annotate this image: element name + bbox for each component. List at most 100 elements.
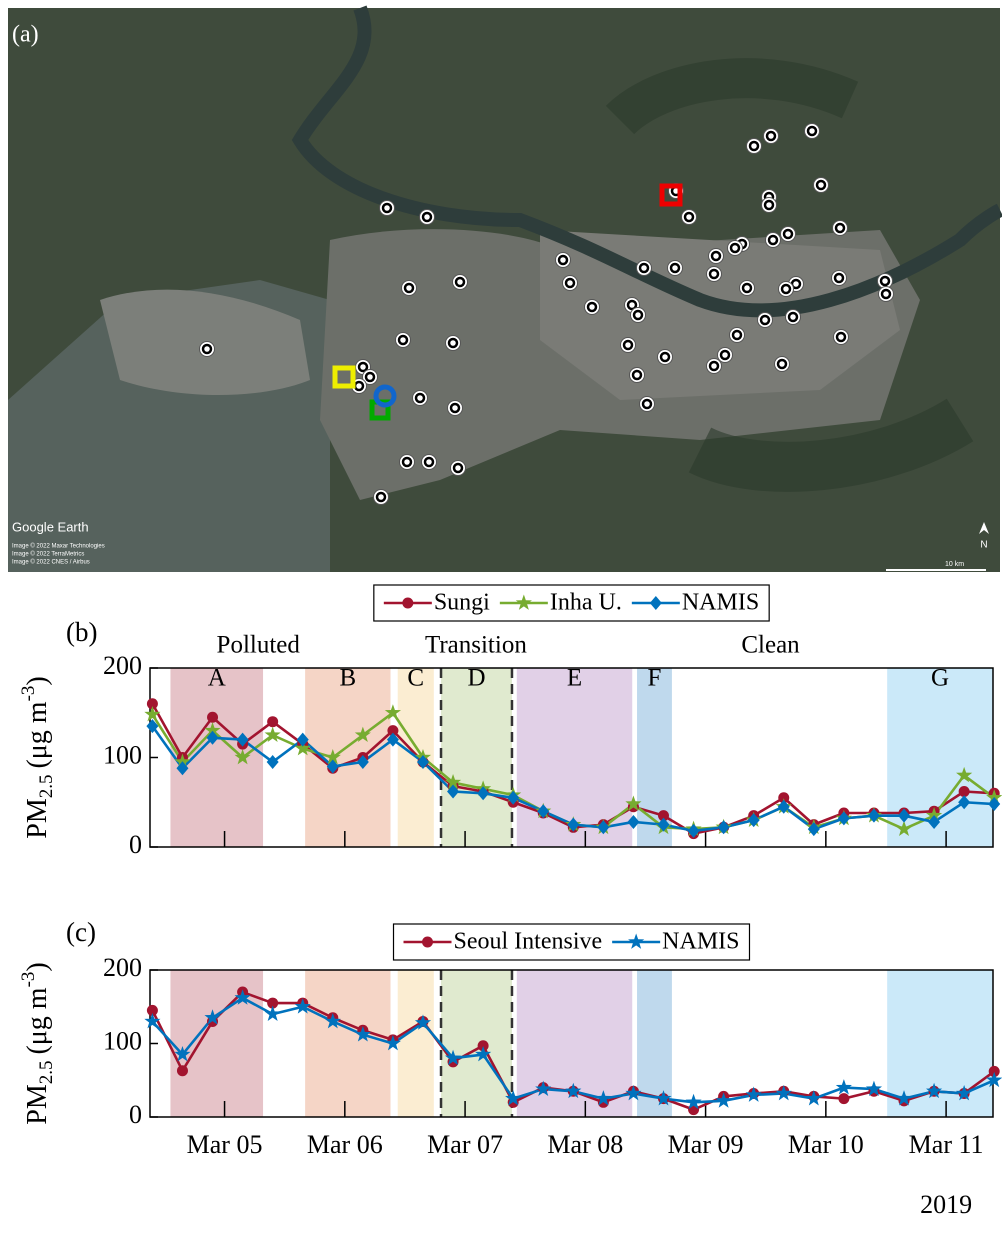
marker <box>265 1006 281 1021</box>
site-marker-ring <box>643 400 651 408</box>
site-marker-ring <box>817 181 825 189</box>
site-marker-ring <box>784 230 792 238</box>
y-tick-label: 0 <box>129 1100 142 1129</box>
y-tick-label: 0 <box>129 830 142 859</box>
scale-bar <box>886 569 986 571</box>
site-marker-ring <box>789 313 797 321</box>
y-axis-label: PM2.5(μg m-3) <box>18 676 57 839</box>
panel-label: (a) <box>12 22 39 48</box>
period-band <box>170 970 263 1117</box>
y-axis-label-part: PM <box>22 1084 53 1125</box>
marker <box>267 755 279 769</box>
site-marker-ring <box>731 244 739 252</box>
y-tick-label: 100 <box>103 1026 142 1055</box>
site-marker-ring <box>355 382 363 390</box>
x-tick-label: Mar 10 <box>788 1130 864 1159</box>
site-marker-ring <box>366 373 374 381</box>
site-marker-ring <box>881 277 889 285</box>
x-tick-label: Mar 05 <box>187 1130 263 1159</box>
year-label: 2019 <box>920 1190 972 1219</box>
site-marker-ring <box>449 339 457 347</box>
legend-label: Sungi <box>434 590 490 616</box>
site-marker-ring <box>671 264 679 272</box>
site-marker-ring <box>710 362 718 370</box>
marker <box>776 1085 792 1100</box>
site-marker-ring <box>359 363 367 371</box>
site-marker-ring <box>835 274 843 282</box>
x-tick-label: Mar 06 <box>307 1130 383 1159</box>
marker <box>746 1086 762 1101</box>
site-marker-ring <box>423 213 431 221</box>
panel-label: (c) <box>66 917 96 947</box>
site-marker-ring <box>624 341 632 349</box>
period-label: G <box>931 665 949 692</box>
site-marker-ring <box>633 371 641 379</box>
satellite-map: (a) Google Earth Image © 2022 Maxar Tech… <box>8 8 1000 572</box>
period-band <box>441 668 512 847</box>
period-label: F <box>648 665 662 692</box>
figure: (a) Google Earth Image © 2022 Maxar Tech… <box>0 0 1002 1256</box>
marker <box>836 1079 852 1094</box>
site-marker-ring <box>640 264 648 272</box>
period-label: D <box>467 665 485 692</box>
period-band <box>398 970 434 1117</box>
x-tick-label: Mar 07 <box>427 1130 503 1159</box>
period-band <box>441 970 512 1117</box>
site-marker-ring <box>203 345 211 353</box>
credit: Image © 2022 Maxar Technologies <box>12 543 105 550</box>
y-axis-label-part: (μg m <box>22 987 53 1054</box>
legend: Seoul IntensiveNAMIS <box>394 924 750 960</box>
y-axis-label-part: 2.5 <box>36 1061 57 1085</box>
panel-label: (b) <box>66 617 97 647</box>
marker <box>806 1090 822 1105</box>
legend: Sungi Inha U. NAMIS <box>374 585 769 621</box>
site-marker-ring <box>456 278 464 286</box>
site-marker-ring <box>399 336 407 344</box>
site-marker-ring <box>685 213 693 221</box>
site-marker-ring <box>808 127 816 135</box>
north-label: N <box>980 540 987 551</box>
y-axis-label-part: (μg m <box>22 701 53 768</box>
marker <box>267 716 278 727</box>
site-marker-ring <box>710 270 718 278</box>
x-tick-label: Mar 09 <box>668 1130 744 1159</box>
legend-label: Inha U. <box>550 590 622 616</box>
site-marker-ring <box>559 256 567 264</box>
site-marker-ring <box>750 142 758 150</box>
legend-label: NAMIS <box>682 590 759 616</box>
marker <box>144 706 160 721</box>
site-marker-ring <box>836 224 844 232</box>
marker <box>177 1065 188 1076</box>
period-label: E <box>567 665 582 692</box>
scale-label: 10 km <box>945 561 964 568</box>
page: {"map": {"panel_label": "(a)", "brand": … <box>0 0 1002 1256</box>
marker <box>207 712 218 723</box>
site-marker-ring <box>454 464 462 472</box>
site-marker-ring <box>377 493 385 501</box>
marker <box>838 1093 849 1104</box>
y-tick-label: 100 <box>103 740 142 769</box>
brand: Google Earth <box>12 519 89 534</box>
site-marker-ring <box>743 284 751 292</box>
site-marker-ring <box>761 316 769 324</box>
phase-label: Clean <box>741 632 800 659</box>
period-band <box>305 970 390 1117</box>
site-marker-ring <box>425 458 433 466</box>
y-axis-label-part: 2.5 <box>36 775 57 799</box>
site-marker-ring <box>451 404 459 412</box>
site-marker-ring <box>782 285 790 293</box>
site-marker-ring <box>566 279 574 287</box>
y-axis-label-part: -3 <box>18 686 39 702</box>
site-marker-ring <box>634 311 642 319</box>
marker <box>402 598 413 609</box>
site-marker-ring <box>882 290 890 298</box>
site-marker-ring <box>416 394 424 402</box>
x-tick-label: Mar 08 <box>547 1130 623 1159</box>
y-axis-label-part: ) <box>22 962 53 971</box>
y-axis-label-part: ) <box>22 676 53 685</box>
phase-label: Polluted <box>217 632 301 659</box>
credit: Image © 2022 TerraMetrics <box>12 551 84 558</box>
site-marker-ring <box>403 458 411 466</box>
site-marker-ring <box>765 201 773 209</box>
site-marker-ring <box>778 360 786 368</box>
